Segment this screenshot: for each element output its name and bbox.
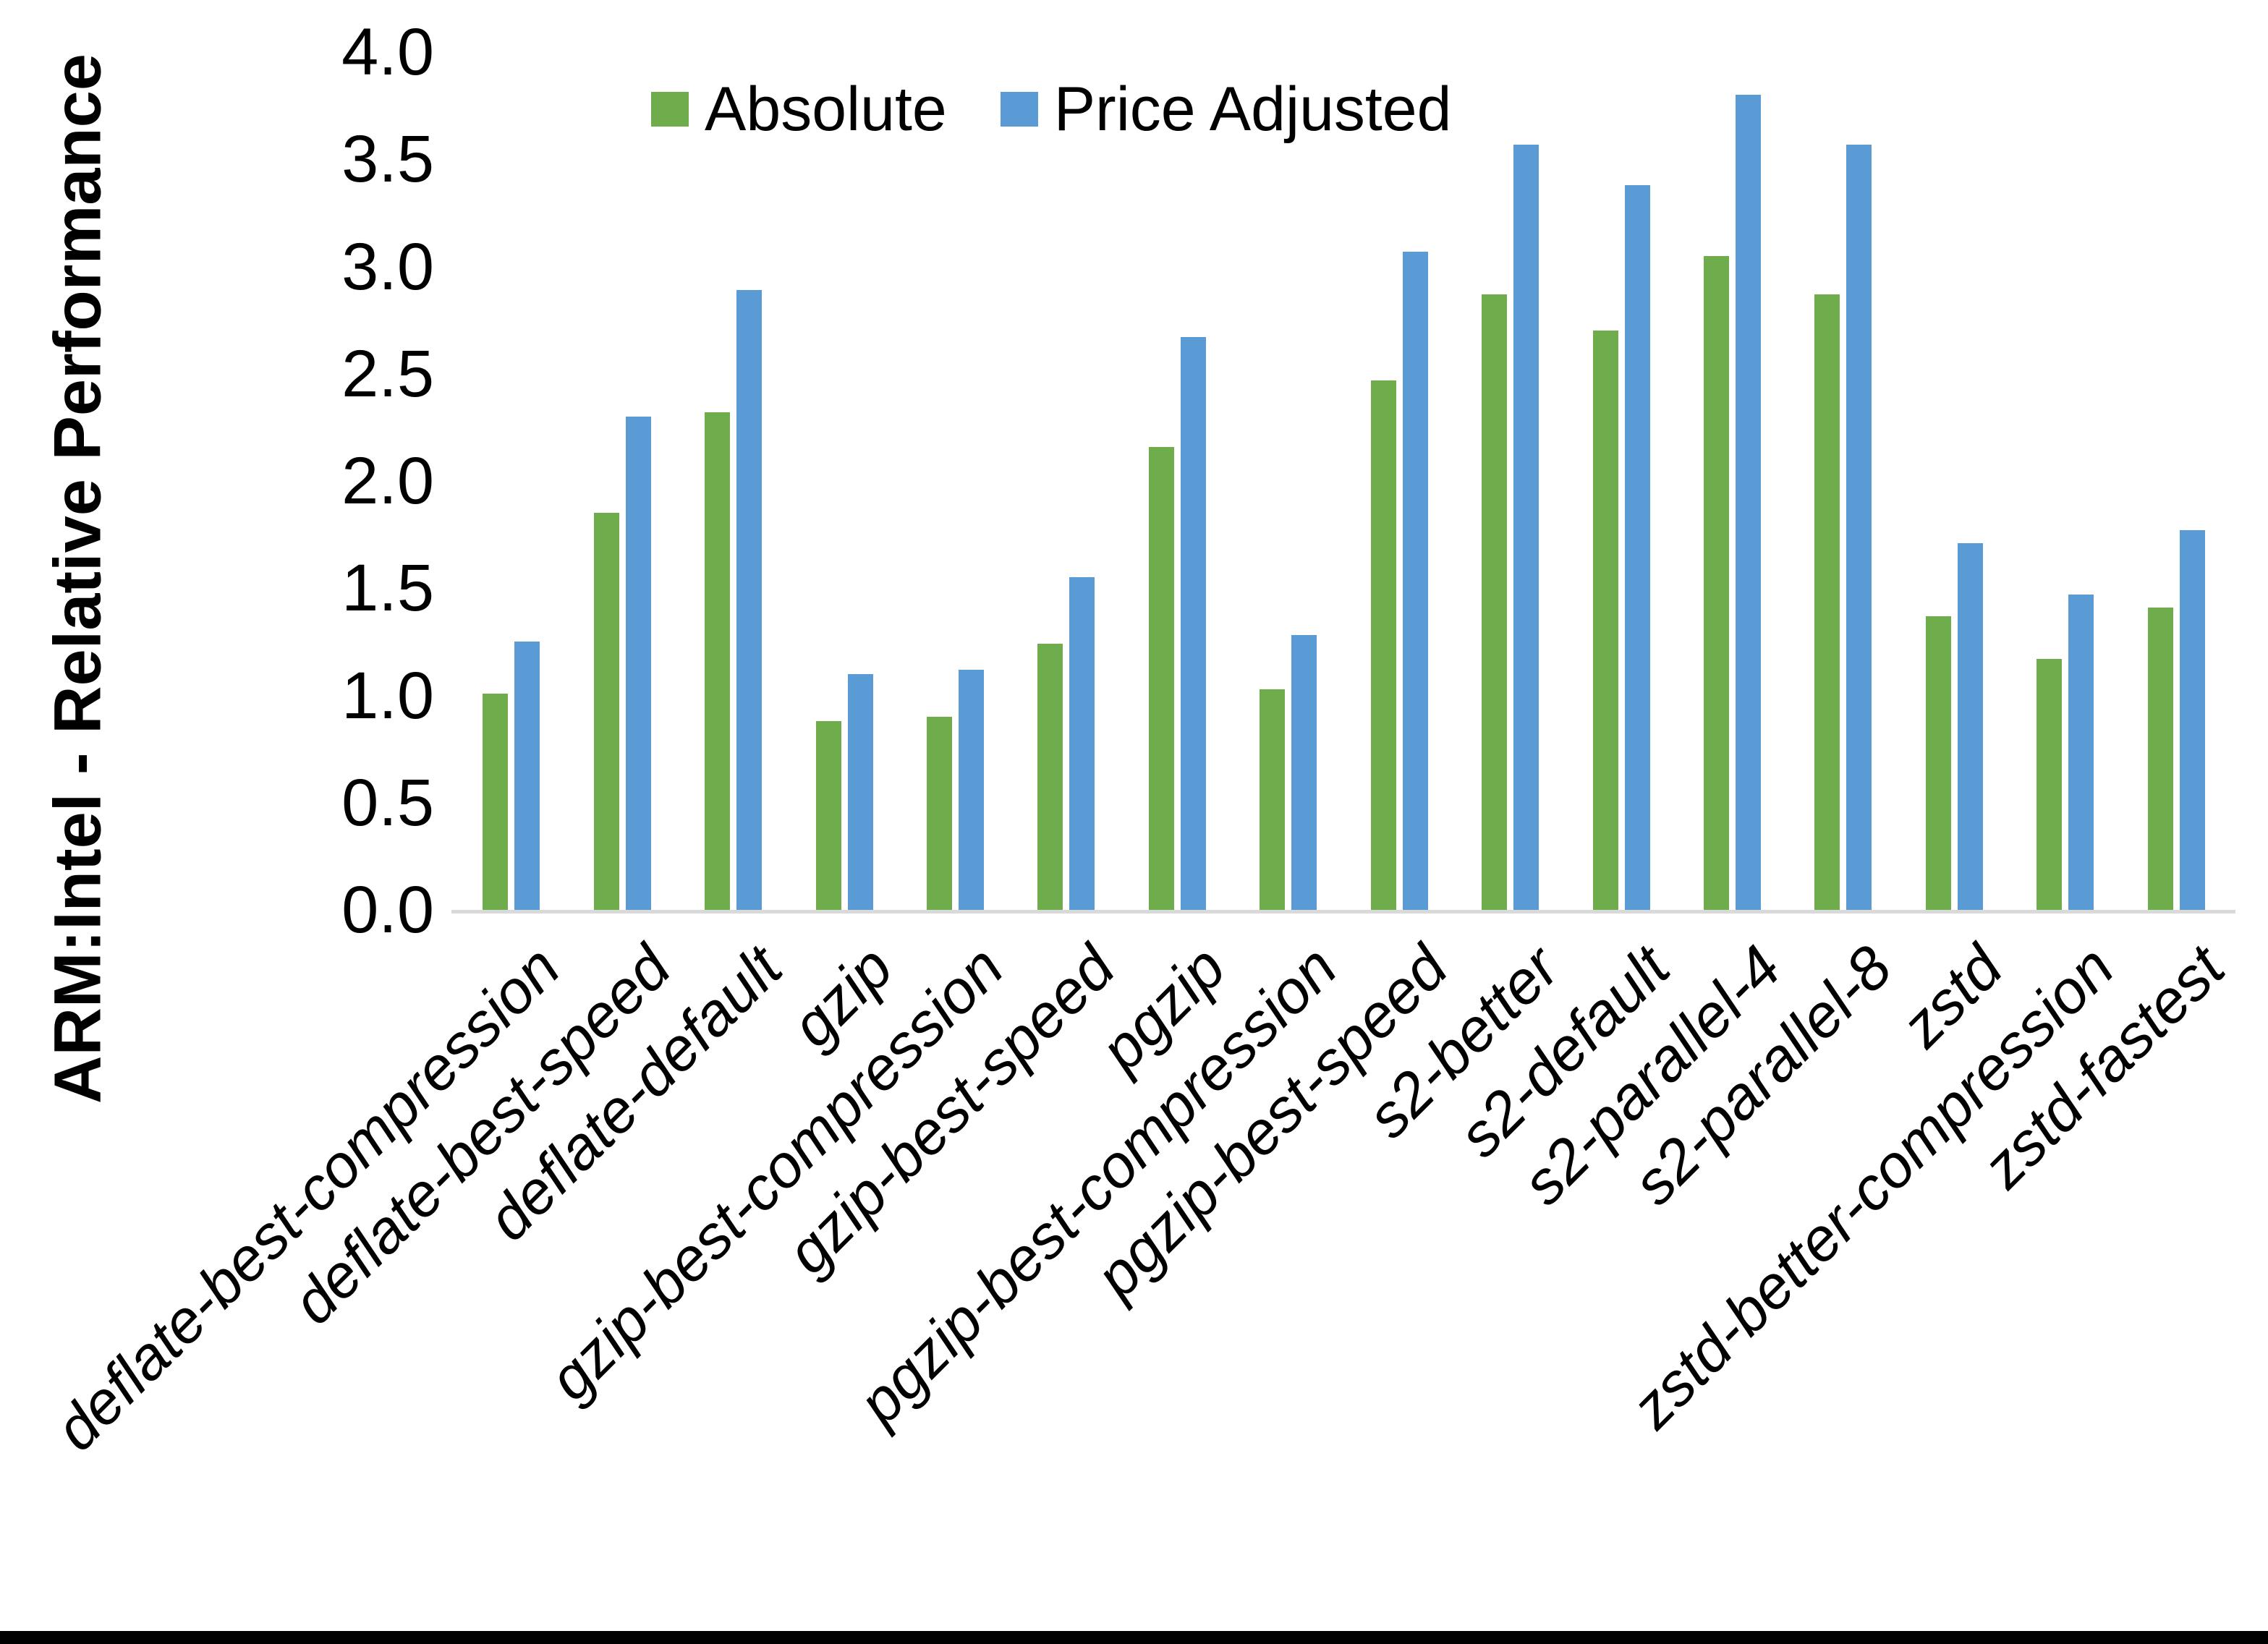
category-group-deflate-best-speed xyxy=(566,52,677,910)
bar-absolute-deflate-best-compression xyxy=(483,693,509,910)
plot-area xyxy=(456,52,2232,910)
y-axis-tick-label: 0.5 xyxy=(341,765,434,840)
y-axis-tick-label: 3.5 xyxy=(341,122,434,197)
bar-price-adjusted-zstd-fastest xyxy=(2179,530,2205,910)
category-group-pgzip-best-compression xyxy=(1233,52,1343,910)
bar-price-adjusted-s2-default xyxy=(1624,184,1650,910)
bar-absolute-zstd-better-compression xyxy=(2036,659,2063,910)
y-axis-tick-label: 2.0 xyxy=(341,444,434,518)
bar-absolute-gzip xyxy=(815,721,841,910)
legend-label-absolute: Absolute xyxy=(705,74,947,144)
bar-absolute-pgzip-best-compression xyxy=(1260,689,1286,910)
x-axis-line xyxy=(451,910,2235,913)
bar-price-adjusted-s2-parallel-4 xyxy=(1736,95,1762,910)
y-axis-tick-label: 2.5 xyxy=(341,336,434,411)
bar-absolute-pgzip xyxy=(1148,446,1174,910)
bar-absolute-deflate-best-speed xyxy=(593,513,619,910)
bar-price-adjusted-gzip-best-speed xyxy=(1069,577,1095,910)
legend-label-price-adjusted: Price Adjusted xyxy=(1053,74,1452,144)
y-axis-tick-label: 1.0 xyxy=(341,658,434,733)
bar-absolute-s2-parallel-4 xyxy=(1704,255,1730,910)
category-group-s2-better xyxy=(1455,52,1566,910)
category-group-zstd-fastest xyxy=(2121,52,2232,910)
bar-absolute-deflate-default xyxy=(705,412,731,910)
legend-item-price-adjusted: Price Adjusted xyxy=(1000,74,1452,144)
category-group-gzip-best-compression xyxy=(900,52,1011,910)
bar-absolute-pgzip-best-speed xyxy=(1370,380,1396,910)
category-group-zstd-better-compression xyxy=(2010,52,2120,910)
legend-swatch-price-adjusted-icon xyxy=(1000,92,1038,127)
bar-price-adjusted-deflate-best-compression xyxy=(514,642,540,910)
category-group-gzip-best-speed xyxy=(1011,52,1121,910)
category-group-gzip xyxy=(789,52,899,910)
bar-price-adjusted-pgzip-best-compression xyxy=(1291,635,1317,910)
y-axis-tick-label: 4.0 xyxy=(341,15,434,89)
category-group-pgzip-best-speed xyxy=(1344,52,1455,910)
y-axis-title: ARM:Intel - Relative Performance xyxy=(41,54,115,1104)
bar-price-adjusted-zstd-better-compression xyxy=(2068,595,2094,910)
bar-price-adjusted-gzip-best-compression xyxy=(958,669,984,910)
y-axis-tick-label: 1.5 xyxy=(341,551,434,626)
bar-price-adjusted-pgzip xyxy=(1180,337,1206,910)
category-group-s2-parallel-8 xyxy=(1788,52,1898,910)
bar-price-adjusted-gzip xyxy=(847,673,873,910)
legend: Absolute Price Adjusted xyxy=(651,78,1451,140)
bar-price-adjusted-s2-better xyxy=(1513,144,1539,910)
bar-absolute-s2-better xyxy=(1482,294,1508,910)
bar-price-adjusted-s2-parallel-8 xyxy=(1846,144,1872,910)
bar-absolute-gzip-best-speed xyxy=(1037,644,1063,910)
bar-price-adjusted-deflate-best-speed xyxy=(625,417,651,910)
bar-price-adjusted-deflate-default xyxy=(736,290,763,910)
bar-price-adjusted-zstd xyxy=(1957,543,1983,910)
category-group-s2-parallel-4 xyxy=(1677,52,1788,910)
bar-absolute-s2-parallel-8 xyxy=(1814,294,1840,910)
bar-absolute-gzip-best-compression xyxy=(926,717,952,910)
category-group-pgzip xyxy=(1122,52,1233,910)
bar-price-adjusted-pgzip-best-speed xyxy=(1402,251,1428,910)
bottom-border xyxy=(0,1631,2268,1644)
bar-absolute-zstd xyxy=(1925,616,1951,910)
category-group-deflate-default xyxy=(678,52,789,910)
y-axis-tick-label: 0.0 xyxy=(341,873,434,947)
bar-absolute-s2-default xyxy=(1592,331,1618,910)
category-group-s2-default xyxy=(1566,52,1676,910)
category-group-deflate-best-compression xyxy=(456,52,566,910)
y-axis-tick-label: 3.0 xyxy=(341,229,434,304)
bar-absolute-zstd-fastest xyxy=(2147,607,2173,910)
legend-swatch-absolute-icon xyxy=(651,92,689,127)
category-group-zstd xyxy=(1899,52,2010,910)
legend-item-absolute: Absolute xyxy=(651,78,947,140)
